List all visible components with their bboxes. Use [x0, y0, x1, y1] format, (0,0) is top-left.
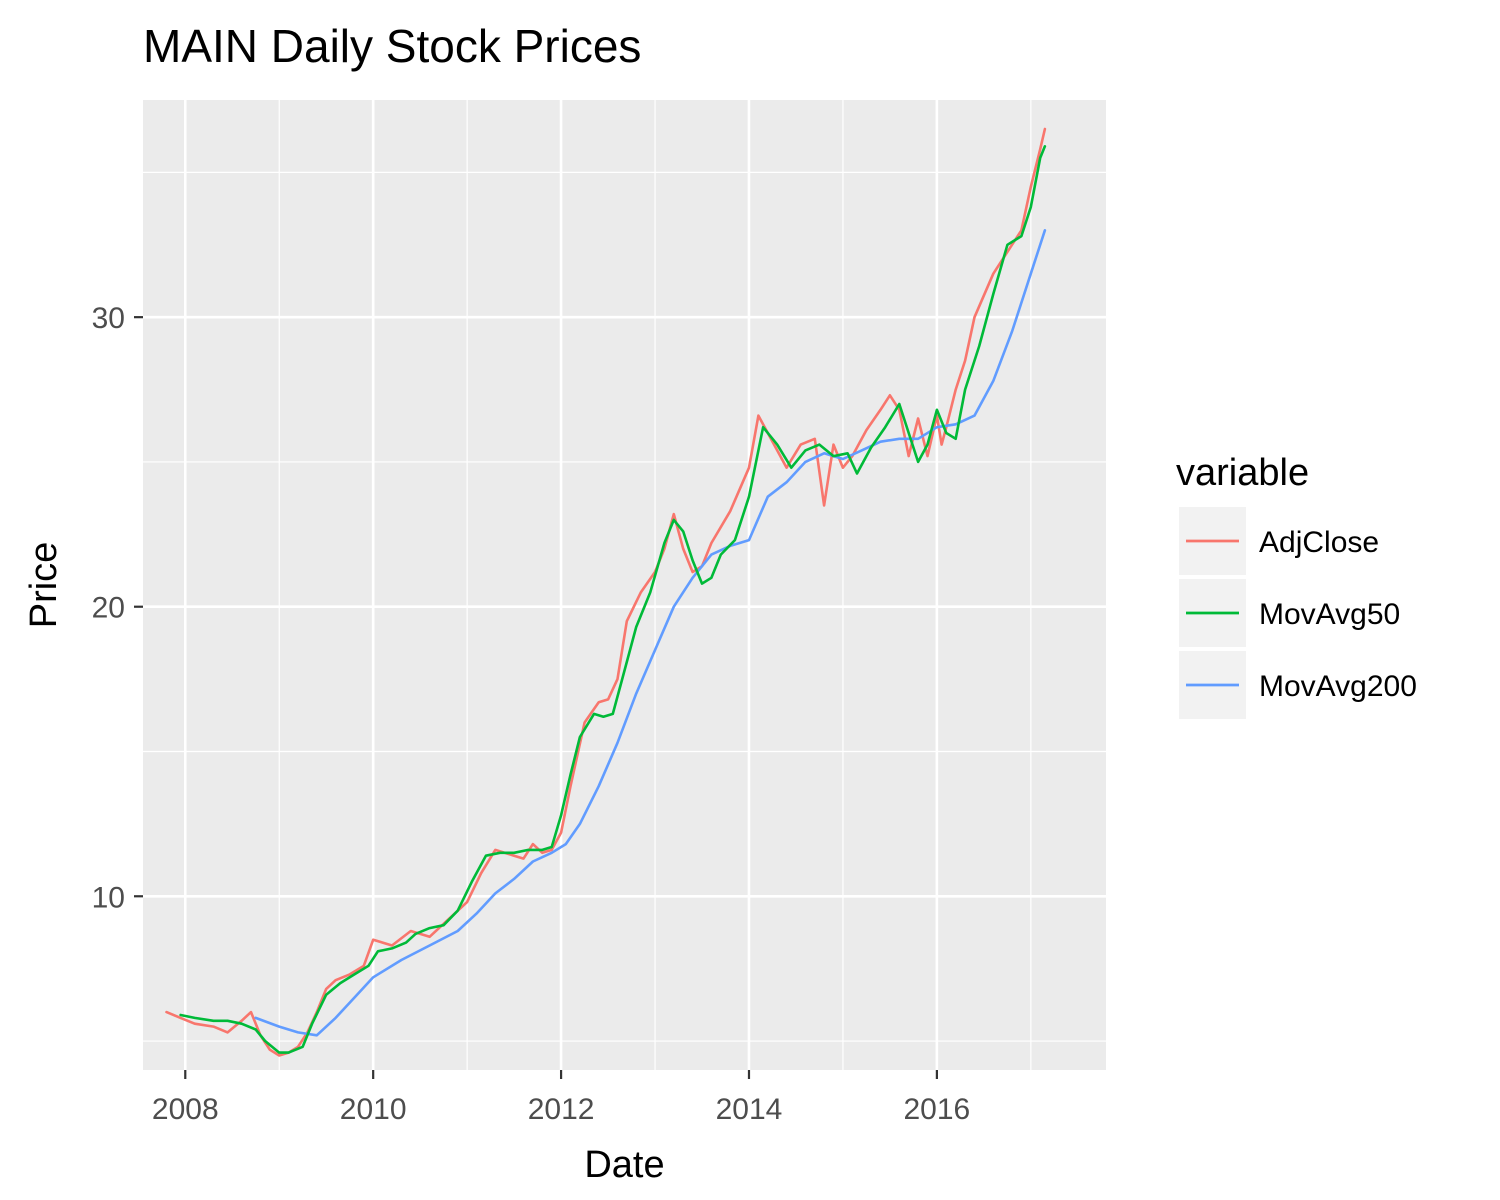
series-lines [165, 127, 1047, 1057]
x-axis-title: Date [584, 1144, 664, 1186]
x-tick-label-2: 2012 [528, 1093, 595, 1126]
x-tick-label-4: 2016 [904, 1093, 971, 1126]
y-tick-label-1: 20 [92, 592, 125, 625]
x-tick-label-0: 2008 [152, 1093, 219, 1126]
series-line-movavg200 [254, 229, 1047, 1037]
x-tick-labels: 2008 2010 2012 2014 2016 [152, 1093, 970, 1126]
legend-title: variable [1176, 452, 1309, 494]
chart-title: MAIN Daily Stock Prices [143, 20, 641, 72]
series-line-movavg50 [179, 145, 1047, 1054]
x-tick-label-1: 2010 [340, 1093, 407, 1126]
grid-major [143, 100, 1106, 1070]
y-tick-label-0: 10 [92, 881, 125, 914]
grid-minor [143, 100, 1106, 1070]
plot-panel [143, 100, 1106, 1070]
legend-label-adjclose: AdjClose [1259, 526, 1379, 559]
axis-ticks [134, 316, 938, 1079]
legend-label-movavg200: MovAvg200 [1259, 670, 1417, 703]
legend: variable AdjClose MovAvg50 MovAvg200 [1176, 452, 1417, 719]
x-tick-label-3: 2014 [716, 1093, 783, 1126]
y-tick-labels: 10 20 30 [92, 302, 125, 914]
y-axis-title: Price [23, 542, 65, 629]
y-tick-label-2: 30 [92, 302, 125, 335]
legend-label-movavg50: MovAvg50 [1259, 598, 1400, 631]
